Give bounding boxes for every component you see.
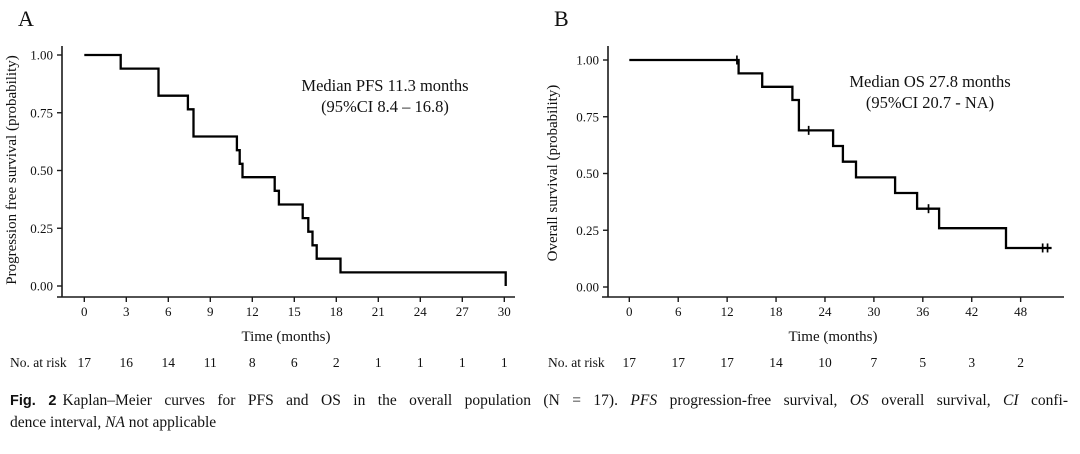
at-risk-count: 17 — [720, 355, 734, 370]
at-risk-count: 17 — [78, 355, 92, 370]
at-risk-count: 17 — [623, 355, 637, 370]
km-plot-pfs: A0.000.250.500.751.000 3 6 9 12 15 18 21 24 27 30P… — [4, 6, 515, 370]
at-risk-count: 14 — [162, 355, 176, 370]
at-risk-count: 1 — [459, 355, 466, 370]
x-tick-label: 6 — [165, 304, 172, 319]
x-axis-title: Time (months) — [241, 329, 330, 345]
y-tick-label: 0.75 — [30, 105, 53, 120]
at-risk-count: 1 — [375, 355, 382, 370]
x-tick-label: 0 — [81, 304, 88, 319]
median-annotation-line2: (95%CI 20.7 - NA) — [866, 93, 994, 112]
panel-label: A — [18, 6, 34, 31]
at-risk-count: 16 — [120, 355, 134, 370]
x-tick-label: 24 — [818, 304, 832, 319]
caption-segment: CI — [1003, 392, 1019, 409]
at-risk-count: 17 — [671, 355, 685, 370]
caption-segment: NA — [105, 414, 125, 431]
caption-line-1: Fig. 2 Kaplan–Meier curves for PFS and OS… — [10, 390, 1068, 412]
at-risk-label: No. at risk — [548, 355, 605, 370]
x-axis-title: Time (months) — [788, 329, 877, 345]
caption-segment: overall survival, — [868, 392, 1004, 409]
at-risk-count: 6 — [291, 355, 298, 370]
at-risk-count: 1 — [501, 355, 508, 370]
x-tick-label: 3 — [123, 304, 130, 319]
y-tick-label: 1.00 — [576, 53, 599, 68]
caption-segment: Fig. 2 — [10, 393, 57, 409]
x-tick-label: 9 — [207, 304, 214, 319]
x-tick-label: 30 — [498, 304, 511, 319]
at-risk-count: 5 — [919, 355, 926, 370]
x-tick-label: 6 — [675, 304, 682, 319]
survival-curve — [84, 53, 507, 286]
caption-segment: OS — [849, 392, 869, 409]
caption-segment: confi- — [1018, 392, 1068, 409]
at-risk-count: 10 — [818, 355, 832, 370]
caption-segment: progression-free survival, — [657, 392, 850, 409]
x-tick-label: 30 — [867, 304, 880, 319]
at-risk-count: 2 — [1017, 355, 1024, 370]
at-risk-count: 7 — [871, 355, 878, 370]
y-tick-label: 0.00 — [576, 280, 599, 295]
caption-line-2: dence interval, NA not applicable — [10, 412, 1068, 433]
at-risk-count: 1 — [417, 355, 424, 370]
x-tick-label: 36 — [916, 304, 930, 319]
at-risk-label: No. at risk — [10, 355, 67, 370]
x-tick-label: 12 — [721, 304, 734, 319]
x-tick-label: 15 — [288, 304, 301, 319]
x-tick-label: 12 — [246, 304, 259, 319]
caption-segment: dence interval, — [10, 414, 106, 431]
at-risk-count: 14 — [769, 355, 783, 370]
x-tick-label: 24 — [414, 304, 428, 319]
y-tick-label: 0.25 — [576, 223, 599, 238]
km-plot-os: B 0.00 0.25 0.50 0.75 1.00 0 6 12 18 24 30 36 42 48 Ove… — [545, 6, 1064, 370]
median-annotation-line1: Median OS 27.8 months — [849, 72, 1010, 91]
at-risk-count: 8 — [249, 355, 256, 370]
x-tick-label: 18 — [770, 304, 783, 319]
y-tick-label: 0.00 — [30, 279, 53, 294]
caption-segment: not applicable — [124, 414, 217, 431]
y-tick-label: 0.75 — [576, 109, 599, 124]
median-annotation-line2: (95%CI 8.4 – 16.8) — [321, 97, 449, 116]
median-annotation-line1: Median PFS 11.3 months — [301, 76, 468, 95]
x-tick-label: 48 — [1014, 304, 1027, 319]
x-tick-label: 18 — [330, 304, 343, 319]
y-tick-label: 0.25 — [30, 221, 53, 236]
x-tick-label: 42 — [965, 304, 978, 319]
at-risk-count: 3 — [968, 355, 975, 370]
y-tick-label: 0.50 — [30, 163, 53, 178]
x-tick-label: 0 — [626, 304, 633, 319]
km-panels: A 0.00 0.25 0.50 0.75 1.00 0 3 6 9 12 15 18 21 24 27 30 P… — [4, 6, 1064, 370]
y-axis-title: Progression free survival (probability) — [4, 55, 20, 285]
x-tick-label: 27 — [456, 304, 470, 319]
y-tick-label: 0.50 — [576, 166, 599, 181]
panel-label: B — [554, 6, 569, 31]
y-axis-title: Overall survival (probability) — [545, 85, 561, 262]
at-risk-count: 2 — [333, 355, 340, 370]
y-tick-label: 1.00 — [30, 48, 53, 63]
x-tick-label: 21 — [372, 304, 385, 319]
caption-segment: PFS — [630, 392, 658, 409]
at-risk-count: 11 — [204, 355, 217, 370]
survival-curve — [629, 58, 1052, 250]
caption-segment: Kaplan–Meier curves for PFS and OS in th… — [62, 392, 631, 409]
figure-caption: Fig. 2 Kaplan–Meier curves for PFS and OS… — [0, 390, 1080, 433]
